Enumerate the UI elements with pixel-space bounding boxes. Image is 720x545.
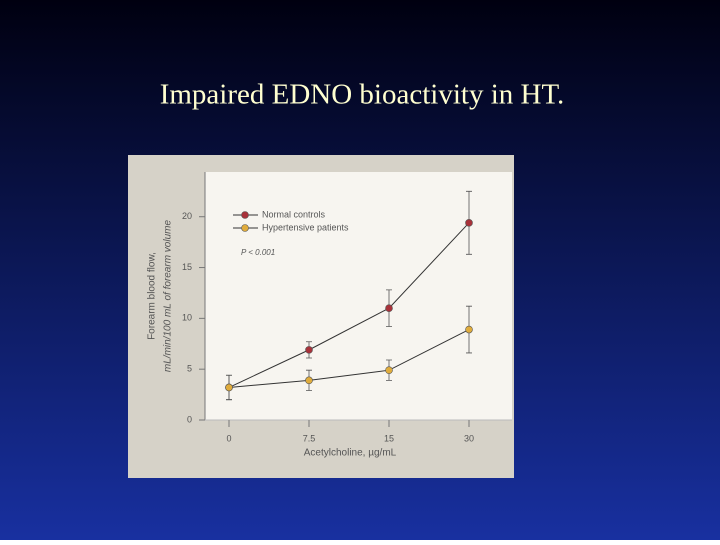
data-point	[385, 366, 393, 374]
x-axis-label: Acetylcholine, µg/mL	[304, 448, 397, 459]
x-tick-label: 30	[464, 433, 474, 443]
data-point	[385, 304, 393, 312]
data-point	[465, 325, 473, 334]
y-tick-label: 20	[182, 211, 192, 221]
legend-label: Hypertensive patients	[262, 222, 349, 232]
y-axis-label: Forearm blood flow,	[147, 252, 158, 340]
y-tick-label: 5	[187, 364, 192, 374]
legend-marker	[241, 211, 249, 219]
data-point	[305, 346, 313, 354]
y-tick-label: 0	[187, 414, 192, 424]
x-tick-label: 0	[226, 433, 231, 443]
series-line	[228, 329, 470, 388]
y-axis-label: mL/min/100 mL of forearm volume	[163, 220, 174, 373]
x-tick-label: 7.5	[303, 433, 316, 443]
annotation: P < 0.001	[241, 248, 275, 257]
series-line	[228, 222, 470, 388]
y-tick-label: 10	[182, 313, 192, 323]
legend-label: Normal controls	[262, 209, 326, 219]
y-tick-label: 15	[182, 262, 192, 272]
slide-title: Impaired EDNO bioactivity in HT.	[160, 79, 565, 111]
data-point	[305, 376, 313, 385]
legend-marker	[241, 224, 249, 232]
data-point	[465, 219, 473, 227]
data-point	[225, 383, 233, 392]
plot-area	[205, 172, 512, 420]
x-tick-label: 15	[384, 433, 394, 443]
